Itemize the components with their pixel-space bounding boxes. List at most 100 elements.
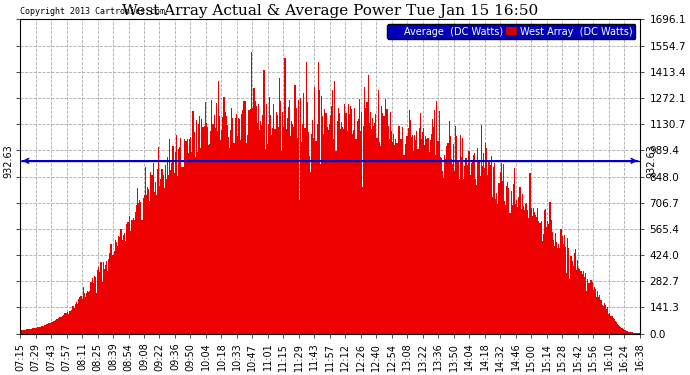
Bar — [194, 132, 195, 334]
Bar — [352, 134, 353, 334]
Bar — [46, 324, 47, 334]
Bar — [181, 167, 182, 334]
Bar — [55, 320, 56, 334]
Bar — [377, 90, 379, 334]
Bar — [92, 282, 94, 334]
Bar — [333, 139, 335, 334]
Bar — [444, 155, 445, 334]
Bar — [476, 185, 477, 334]
Bar — [205, 102, 206, 334]
Bar — [470, 175, 471, 334]
Bar — [215, 128, 216, 334]
Bar — [304, 128, 306, 334]
Bar — [249, 110, 250, 334]
Bar — [383, 116, 384, 334]
Bar — [275, 112, 277, 334]
Bar — [152, 162, 154, 334]
Bar — [239, 119, 240, 334]
Bar — [512, 206, 513, 334]
Bar — [120, 228, 121, 334]
Bar — [289, 100, 290, 334]
Bar — [179, 147, 180, 334]
Bar — [421, 139, 422, 334]
Bar — [328, 130, 329, 334]
Bar — [498, 183, 500, 334]
Bar — [457, 160, 458, 334]
Bar — [569, 279, 571, 334]
Bar — [618, 325, 619, 334]
Bar — [340, 129, 341, 334]
Bar — [395, 138, 397, 334]
Bar — [451, 159, 452, 334]
Bar — [516, 200, 518, 334]
Bar — [462, 138, 463, 334]
Bar — [381, 106, 382, 334]
Bar — [301, 142, 302, 334]
Bar — [141, 220, 143, 334]
Bar — [619, 326, 620, 334]
Bar — [473, 155, 474, 334]
Bar — [357, 119, 359, 334]
Bar — [540, 221, 542, 334]
Bar — [565, 247, 566, 334]
Bar — [532, 216, 533, 334]
Bar — [574, 253, 575, 334]
Bar — [151, 175, 152, 334]
Bar — [414, 135, 415, 334]
Bar — [359, 99, 360, 334]
Bar — [360, 131, 361, 334]
Bar — [83, 293, 85, 334]
Bar — [258, 104, 259, 334]
Bar — [204, 126, 205, 334]
Bar — [441, 158, 442, 334]
Bar — [150, 172, 151, 334]
Bar — [241, 114, 242, 334]
Bar — [98, 267, 99, 334]
Bar — [290, 136, 291, 334]
Bar — [492, 197, 493, 334]
Bar — [109, 254, 110, 334]
Bar — [509, 213, 511, 334]
Bar — [267, 144, 268, 334]
Bar — [266, 104, 267, 334]
Bar — [56, 320, 57, 334]
Bar — [66, 313, 67, 334]
Bar — [273, 104, 275, 334]
Bar — [585, 273, 586, 334]
Bar — [456, 136, 457, 334]
Bar — [553, 240, 554, 334]
Bar — [44, 325, 45, 334]
Bar — [461, 157, 462, 334]
Bar — [617, 324, 618, 334]
Bar — [430, 140, 431, 334]
Bar — [77, 304, 78, 334]
Bar — [35, 328, 36, 334]
Bar — [366, 102, 368, 334]
Bar — [374, 123, 375, 334]
Bar — [536, 217, 538, 334]
Bar — [208, 145, 209, 334]
Bar — [70, 310, 72, 334]
Bar — [140, 202, 141, 334]
Bar — [255, 106, 257, 334]
Bar — [257, 123, 258, 334]
Bar — [392, 142, 393, 334]
Bar — [233, 143, 235, 334]
Bar — [524, 210, 525, 334]
Bar — [575, 249, 576, 334]
Bar — [446, 146, 447, 334]
Bar — [422, 132, 423, 334]
Bar — [224, 97, 225, 334]
Bar — [493, 167, 494, 334]
Bar — [465, 158, 466, 334]
Bar — [562, 237, 563, 334]
Bar — [587, 279, 588, 334]
Bar — [428, 152, 430, 334]
Bar — [168, 175, 169, 334]
Bar — [143, 198, 144, 334]
Bar — [171, 163, 172, 334]
Bar — [222, 117, 224, 334]
Bar — [604, 303, 605, 334]
Bar — [138, 203, 139, 334]
Bar — [61, 316, 63, 334]
